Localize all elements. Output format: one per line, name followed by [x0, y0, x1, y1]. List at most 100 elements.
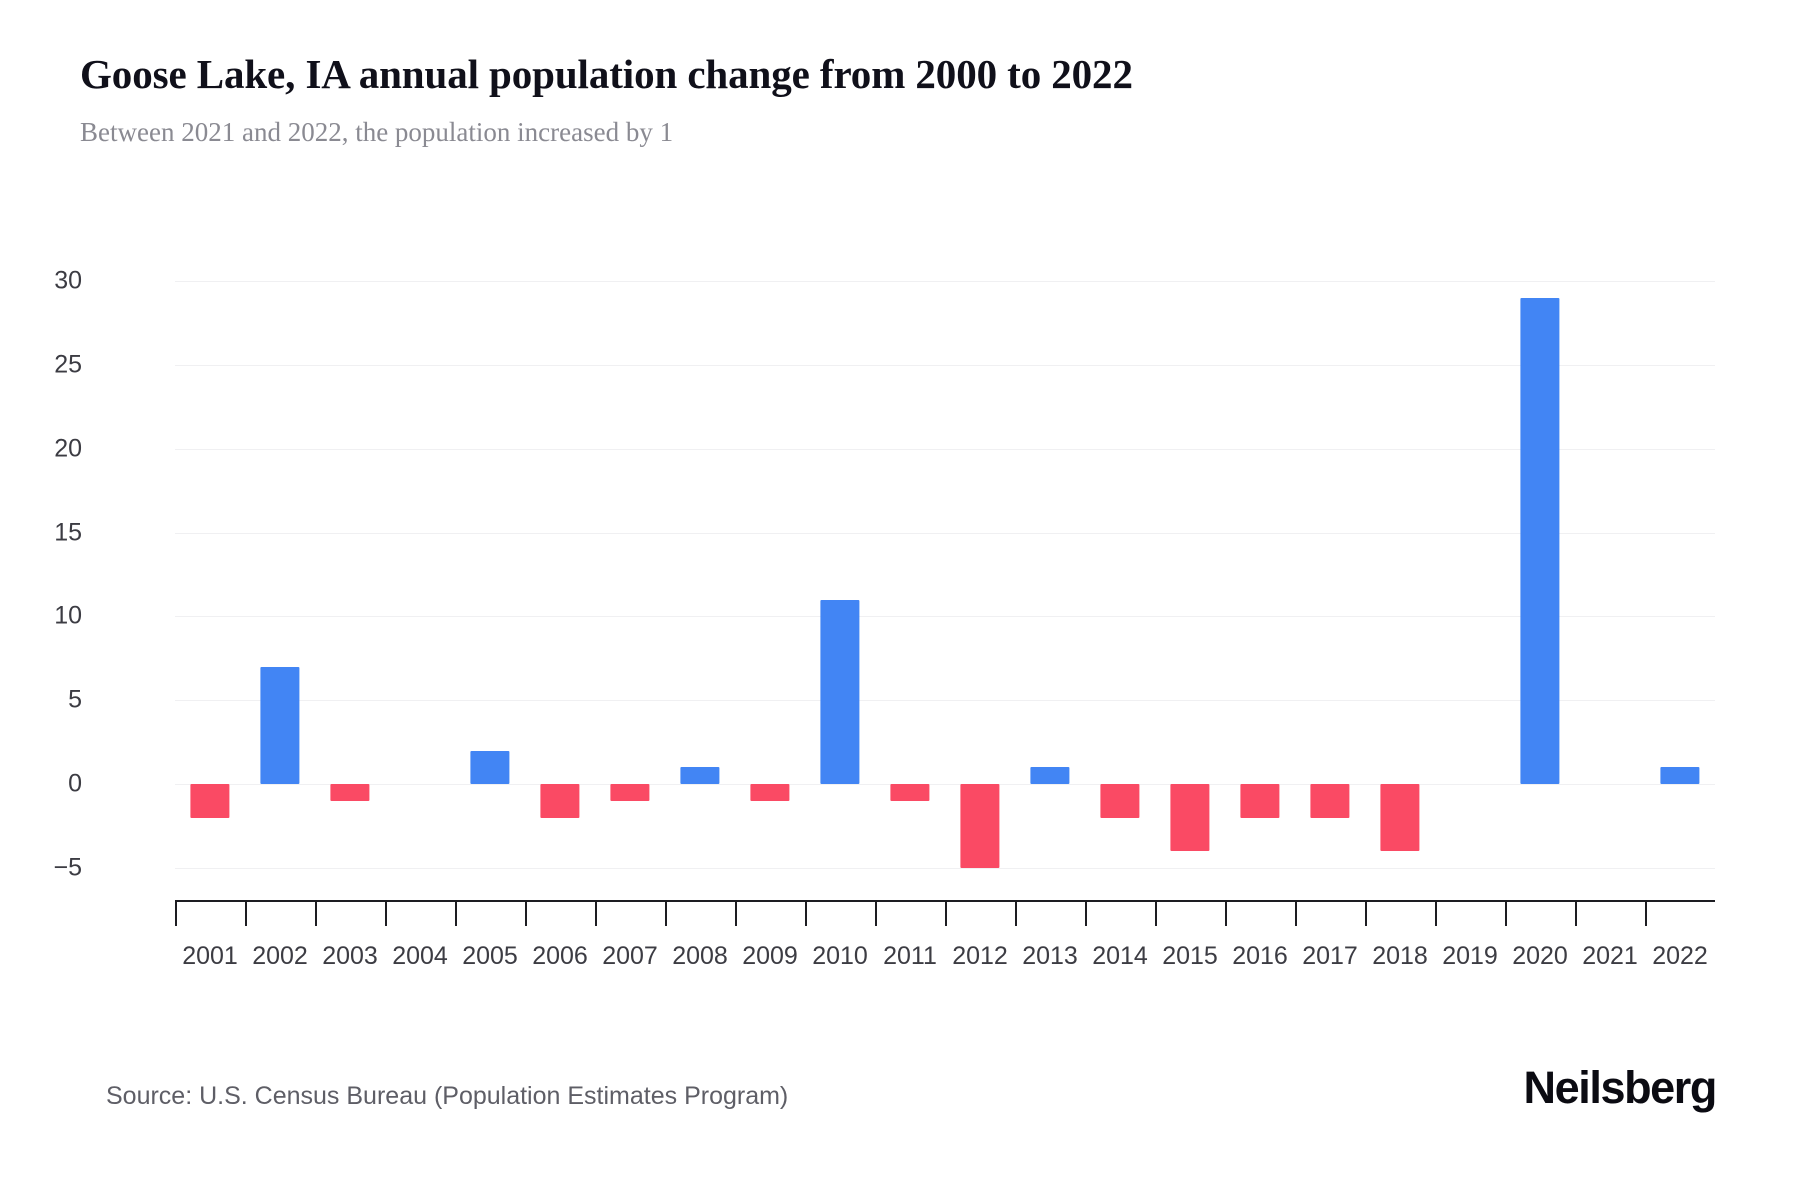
- x-axis-tick: [1295, 900, 1297, 926]
- bar[interactable]: [1520, 297, 1560, 785]
- x-axis-tick-label: 2019: [1442, 942, 1498, 970]
- x-axis-tick: [525, 900, 527, 926]
- bar[interactable]: [1170, 784, 1210, 852]
- bar[interactable]: [1380, 784, 1420, 852]
- bar-slot[interactable]: [1295, 281, 1365, 868]
- bar-slot[interactable]: [1645, 281, 1715, 868]
- x-axis-tick: [1645, 900, 1647, 926]
- x-axis-tick: [1155, 900, 1157, 926]
- x-axis-tick: [245, 900, 247, 926]
- x-axis-tick-label: 2017: [1302, 942, 1358, 970]
- bar-slot[interactable]: [1225, 281, 1295, 868]
- brand-logo: Neilsberg: [1523, 1062, 1718, 1113]
- bar-slot[interactable]: [945, 281, 1015, 868]
- bar-slot[interactable]: [1435, 281, 1505, 868]
- bar[interactable]: [470, 750, 510, 785]
- y-axis-tick-label: −5: [53, 853, 82, 882]
- x-axis-tick: [665, 900, 667, 926]
- bar-slot[interactable]: [735, 281, 805, 868]
- x-axis-tick-label: 2014: [1092, 942, 1148, 970]
- chart-subtitle: Between 2021 and 2022, the population in…: [80, 116, 674, 147]
- bar[interactable]: [330, 784, 370, 801]
- x-axis-tick-label: 2010: [812, 942, 868, 970]
- bar-slot[interactable]: [315, 281, 385, 868]
- y-gridline: [175, 784, 1715, 786]
- page-title: Goose Lake, IA annual population change …: [80, 51, 1133, 97]
- bar[interactable]: [1660, 767, 1700, 785]
- bar-slot[interactable]: [1085, 281, 1155, 868]
- x-axis-tick: [385, 900, 387, 926]
- plot-area: [175, 281, 1715, 869]
- bar-slot[interactable]: [175, 281, 245, 868]
- x-axis-tick: [175, 900, 177, 926]
- x-axis-tick-label: 2018: [1372, 942, 1428, 970]
- x-axis-tick-label: 2002: [252, 942, 308, 970]
- source-note: Source: U.S. Census Bureau (Population E…: [106, 1082, 789, 1110]
- bar[interactable]: [960, 784, 1000, 868]
- y-axis-tick-label: 15: [54, 518, 82, 547]
- bar-slot[interactable]: [385, 281, 455, 868]
- x-axis-tick-label: 2020: [1512, 942, 1568, 970]
- bar-series: [175, 281, 1715, 868]
- bar[interactable]: [190, 784, 230, 818]
- x-axis-tick-label: 2012: [952, 942, 1008, 970]
- x-axis-tick: [1365, 900, 1367, 926]
- x-axis-tick-label: 2013: [1022, 942, 1078, 970]
- y-axis-tick-label: 0: [68, 769, 82, 798]
- bar-slot[interactable]: [665, 281, 735, 868]
- y-axis-tick-label: 10: [54, 601, 82, 630]
- bar[interactable]: [1310, 784, 1350, 818]
- x-axis-tick-label: 2006: [532, 942, 588, 970]
- bar-slot[interactable]: [595, 281, 665, 868]
- bar[interactable]: [1030, 767, 1070, 785]
- x-axis-tick: [1505, 900, 1507, 926]
- x-axis-tick-label: 2004: [392, 942, 448, 970]
- y-gridline: [175, 700, 1715, 702]
- x-axis-tick-label: 2007: [602, 942, 658, 970]
- y-gridline: [175, 532, 1715, 534]
- x-axis-tick-label: 2015: [1162, 942, 1218, 970]
- bar-slot[interactable]: [1575, 281, 1645, 868]
- x-axis-tick-label: 2009: [742, 942, 798, 970]
- y-gridline: [175, 616, 1715, 618]
- bar-slot[interactable]: [455, 281, 525, 868]
- bar[interactable]: [1100, 784, 1140, 818]
- bar-slot[interactable]: [1155, 281, 1225, 868]
- x-axis-tick: [595, 900, 597, 926]
- y-gridline: [175, 868, 1715, 869]
- bar-slot[interactable]: [245, 281, 315, 868]
- x-axis-tick: [1085, 900, 1087, 926]
- y-gridline: [175, 281, 1715, 282]
- x-axis-tick: [945, 900, 947, 926]
- x-axis-tick-label: 2021: [1582, 942, 1638, 970]
- y-axis-tick-label: 25: [54, 350, 82, 379]
- bar[interactable]: [260, 666, 300, 785]
- x-axis-tick-label: 2008: [672, 942, 728, 970]
- x-axis-tick: [875, 900, 877, 926]
- x-axis-tick: [735, 900, 737, 926]
- y-gridline: [175, 448, 1715, 450]
- x-axis-tick-label: 2003: [322, 942, 378, 970]
- bar-slot[interactable]: [1365, 281, 1435, 868]
- x-axis-tick: [805, 900, 807, 926]
- bar[interactable]: [890, 784, 930, 801]
- bar[interactable]: [610, 784, 650, 801]
- y-axis-tick-label: 30: [54, 266, 82, 295]
- bar[interactable]: [820, 599, 860, 785]
- bar-slot[interactable]: [875, 281, 945, 868]
- bar-slot[interactable]: [805, 281, 875, 868]
- y-axis-tick-label: 5: [68, 685, 82, 714]
- bar-slot[interactable]: [1015, 281, 1085, 868]
- bar[interactable]: [540, 784, 580, 818]
- bar-slot[interactable]: [525, 281, 595, 868]
- bar-slot[interactable]: [1505, 281, 1575, 868]
- x-axis-tick-label: 2011: [883, 942, 937, 970]
- x-axis-tick-label: 2005: [462, 942, 518, 970]
- x-axis-tick: [1015, 900, 1017, 926]
- bar[interactable]: [680, 767, 720, 785]
- x-axis-tick: [315, 900, 317, 926]
- bar[interactable]: [750, 784, 790, 801]
- x-axis-tick-label: 2016: [1232, 942, 1288, 970]
- bar[interactable]: [1240, 784, 1280, 818]
